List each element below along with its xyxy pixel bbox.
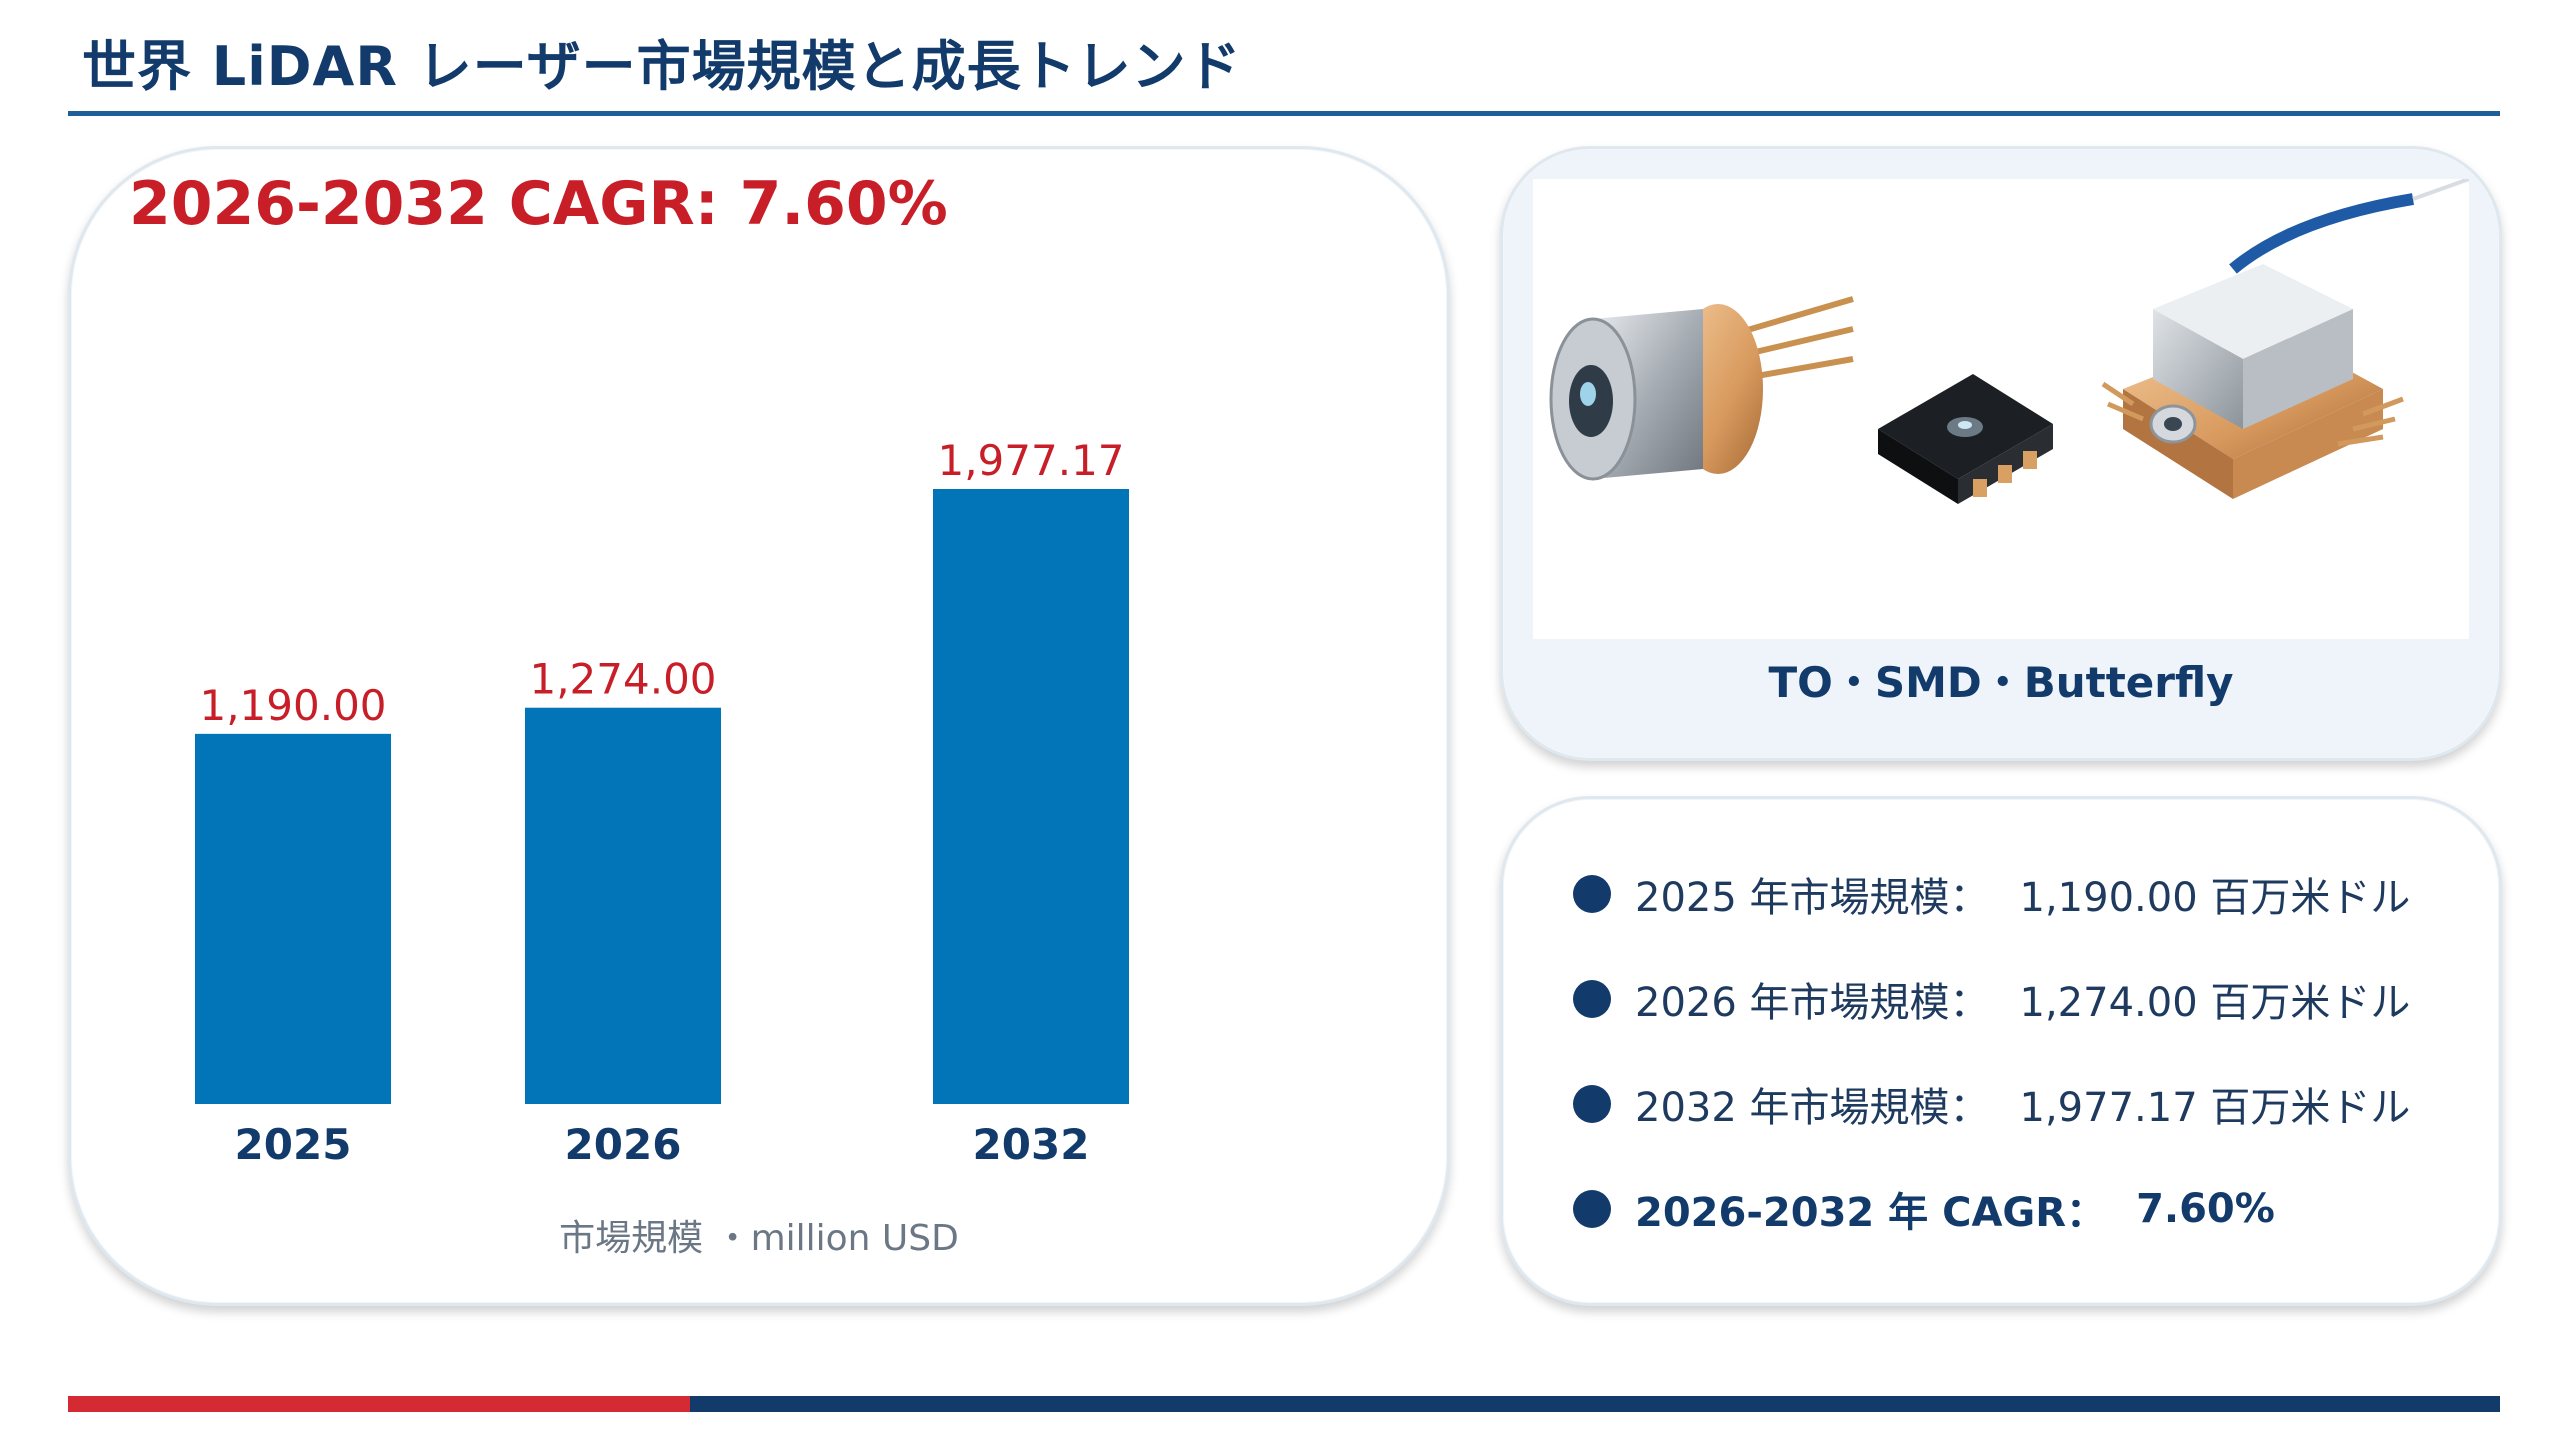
stat-value: 7.60%	[2136, 1185, 2275, 1232]
bar-2026	[525, 707, 721, 1104]
footer-accent-navy	[690, 1396, 2500, 1412]
product-image-card: TO・SMD・Butterfly	[1500, 146, 2502, 761]
bullet-dot-icon	[1573, 979, 1611, 1018]
stats-card: 2025 年市場規模： 1,190.00 百万米ドル 2026 年市場規模： 1…	[1500, 796, 2502, 1306]
stat-item-2032: 2032 年市場規模： 1,977.17 百万米ドル	[1573, 1051, 2410, 1156]
stat-item-2026: 2026 年市場規模： 1,274.00 百万米ドル	[1573, 946, 2410, 1051]
stats-list: 2025 年市場規模： 1,190.00 百万米ドル 2026 年市場規模： 1…	[1573, 841, 2410, 1261]
stat-value: 1,190.00 百万米ドル	[2019, 874, 2411, 921]
butterfly-laser-icon	[2101, 179, 2469, 499]
stat-label: 2026-2032 年 CAGR：	[1635, 1189, 2107, 1236]
footer-accent-red	[68, 1396, 690, 1412]
stat-value: 1,274.00 百万米ドル	[2019, 979, 2411, 1026]
package-types-caption: TO・SMD・Butterfly	[1768, 658, 2234, 707]
category-label-2032: 2032	[973, 1120, 1090, 1169]
category-label-2025: 2025	[235, 1120, 352, 1169]
bullet-dot-icon	[1573, 1084, 1611, 1123]
stat-label: 2025 年市場規模：	[1635, 874, 1990, 921]
stat-label: 2026 年市場規模：	[1635, 979, 1990, 1026]
stat-value: 1,977.17 百万米ドル	[2019, 1084, 2411, 1131]
to-can-laser-icon	[1549, 296, 1854, 481]
bar-2032	[933, 489, 1129, 1104]
stat-item-cagr: 2026-2032 年 CAGR： 7.60%	[1573, 1156, 2410, 1261]
smd-laser-icon	[1878, 374, 2053, 504]
product-photo	[1533, 179, 2469, 639]
chart-card: 2026-2032 CAGR: 7.60% 1,190.00 2025 1,274.…	[68, 146, 1450, 1306]
bullet-dot-icon	[1573, 1189, 1611, 1228]
value-label-2032: 1,977.17	[937, 436, 1124, 485]
category-label-2026: 2026	[565, 1120, 682, 1169]
value-label-2026: 1,274.00	[529, 655, 716, 704]
bullet-dot-icon	[1573, 874, 1611, 913]
cagr-headline: 2026-2032 CAGR: 7.60%	[129, 169, 948, 239]
value-label-2025: 1,190.00	[199, 681, 386, 730]
page-title: 世界 LiDAR レーザー市場規模と成長トレンド	[82, 35, 1242, 98]
stat-item-2025: 2025 年市場規模： 1,190.00 百万米ドル	[1573, 841, 2410, 946]
stat-label: 2032 年市場規模：	[1635, 1084, 1990, 1131]
bar-2025	[195, 733, 391, 1104]
chart-caption: 市場規模 ・million USD	[559, 1218, 959, 1259]
bar-chart: 1,190.00 2025 1,274.00 2026 1,977.17 2032	[195, 436, 1129, 1169]
title-divider	[68, 111, 2500, 116]
